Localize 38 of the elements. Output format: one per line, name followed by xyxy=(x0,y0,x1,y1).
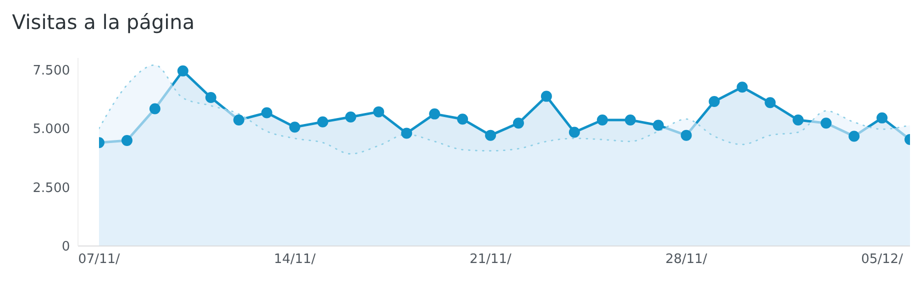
point xyxy=(457,114,468,125)
point xyxy=(485,130,496,141)
point xyxy=(848,130,860,142)
y-tick-label: 7.500 xyxy=(32,63,70,78)
x-tick-label: 07/11/ xyxy=(78,252,121,268)
point xyxy=(289,122,300,133)
point xyxy=(401,128,412,139)
point xyxy=(792,114,804,126)
point xyxy=(708,96,720,107)
x-tick-label: 21/11/ xyxy=(470,252,512,268)
point xyxy=(540,90,552,102)
point xyxy=(345,111,356,122)
chart-title: Visitas a la página xyxy=(12,10,195,34)
y-tick-label: 2.500 xyxy=(32,180,70,196)
point xyxy=(568,126,580,138)
y-tick-label: 0 xyxy=(62,240,70,255)
point xyxy=(680,130,692,141)
point xyxy=(149,103,160,114)
x-tick-label: 28/11/ xyxy=(665,252,708,268)
point xyxy=(205,92,216,103)
x-tick-label: 05/12/ xyxy=(861,252,904,268)
point xyxy=(233,114,244,126)
point xyxy=(121,134,132,146)
point xyxy=(820,118,832,129)
y-tick-label: 5.000 xyxy=(32,122,70,138)
point xyxy=(429,108,440,120)
point xyxy=(261,107,272,118)
point xyxy=(512,118,524,129)
point xyxy=(177,65,188,76)
point xyxy=(596,114,608,126)
point xyxy=(764,97,776,108)
point xyxy=(373,106,384,118)
point xyxy=(736,82,748,93)
point xyxy=(317,116,328,128)
point xyxy=(652,120,664,131)
point xyxy=(624,114,636,126)
x-tick-label: 14/11/ xyxy=(274,252,316,268)
point xyxy=(876,112,888,124)
